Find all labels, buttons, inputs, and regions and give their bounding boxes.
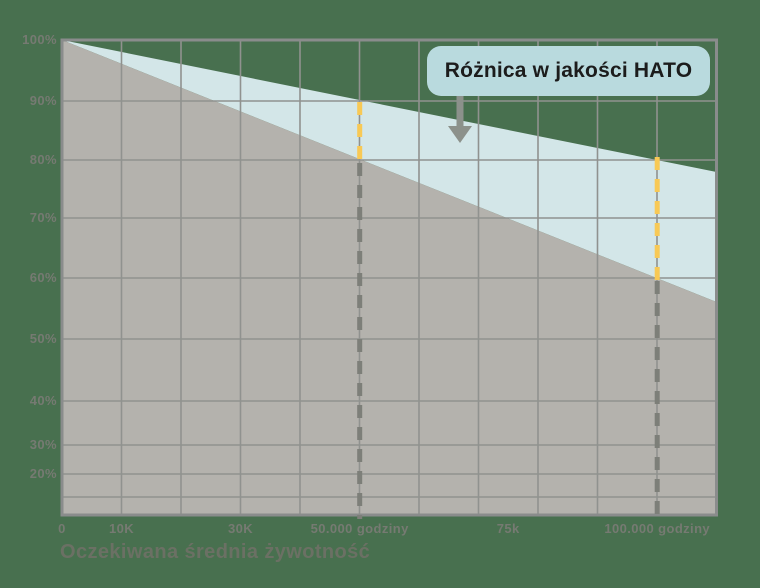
quality-difference-callout: Różnica w jakości HATO — [427, 46, 710, 96]
x-tick-0: 0 — [58, 521, 66, 536]
x-tick-10k: 10K — [108, 521, 135, 536]
y-tick-80: 80% — [29, 152, 57, 167]
x-tick-75k: 75k — [496, 521, 520, 536]
y-tick-40: 40% — [29, 393, 57, 408]
arrow-down-icon — [448, 96, 472, 143]
y-tick-70: 70% — [29, 210, 57, 225]
y-tick-30: 30% — [29, 437, 57, 452]
x-tick-50000: 50.000 godziny — [310, 521, 409, 536]
y-tick-20: 20% — [29, 466, 57, 481]
x-axis-title: Oczekiwana średnia żywotność — [60, 541, 371, 563]
y-tick-60: 60% — [29, 270, 57, 285]
y-tick-90: 90% — [29, 93, 57, 108]
plot-border — [60, 38, 718, 517]
y-tick-100: 100% — [22, 32, 57, 47]
x-tick-30k: 30K — [227, 521, 254, 536]
x-tick-100000: 100.000 godziny — [604, 521, 711, 536]
grid-lines — [62, 40, 717, 515]
callout-label: Różnica w jakości HATO — [444, 59, 693, 82]
y-tick-50: 50% — [29, 331, 57, 346]
